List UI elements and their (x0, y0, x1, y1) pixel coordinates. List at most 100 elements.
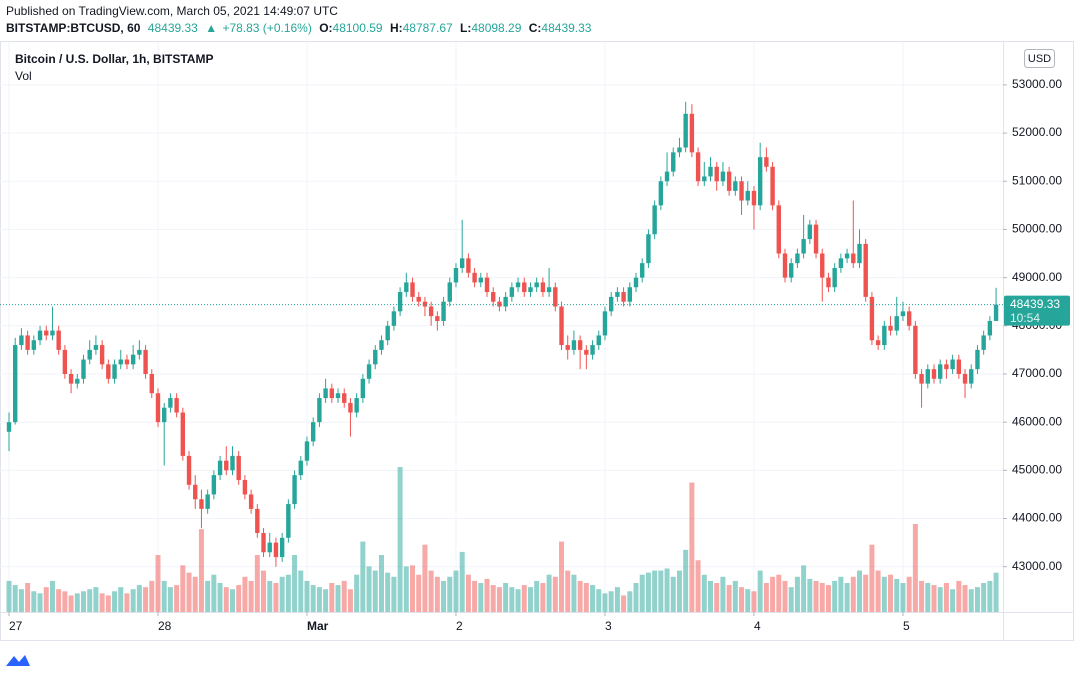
volume-bar (745, 589, 751, 612)
volume-bar (31, 591, 37, 612)
volume-bar (875, 570, 881, 612)
plot: 43000.00 44000.00 45000.00 46000.00 47000.00… (0, 42, 1070, 633)
candle-body (894, 316, 899, 331)
candle-body (627, 287, 632, 302)
candle-body (584, 349, 589, 355)
volume-bar (515, 589, 521, 612)
volume-bar (416, 574, 422, 612)
volume-bar (981, 583, 987, 612)
candle-body (900, 311, 906, 317)
volume-bar (459, 551, 465, 612)
volume-bar (87, 589, 93, 612)
candle-body (546, 287, 552, 293)
volume-bar (801, 565, 807, 612)
candle-body (689, 113, 695, 153)
candle-body (255, 508, 260, 533)
currency[interactable]: USD (1028, 53, 1051, 65)
volume-bar (856, 570, 862, 612)
candle-body (962, 373, 968, 384)
x-tick-label: 2 (456, 619, 463, 633)
candle-body (261, 532, 266, 553)
candle-body (180, 412, 186, 456)
volume-bar (80, 591, 86, 612)
volume-bar (676, 570, 682, 612)
volume-bar (273, 583, 279, 612)
y-tick-label: 53000.00 (1012, 77, 1062, 91)
chart-title: Bitcoin / U.S. Dollar, 1h, BITSTAMP (15, 52, 213, 66)
volume-bar (43, 587, 49, 612)
candle-body (298, 460, 303, 476)
y-tick-label: 49000.00 (1012, 270, 1062, 284)
volume-bar (366, 566, 372, 612)
candle-body (379, 340, 384, 350)
candle-body (807, 224, 813, 240)
volume-bar (708, 580, 714, 612)
volume-bar (37, 593, 43, 612)
volume-bar (99, 593, 105, 612)
volume-bar (136, 585, 142, 612)
candle-body (993, 304, 999, 321)
volume-bar (447, 576, 453, 612)
volume-bar (18, 589, 24, 612)
candle-body (733, 181, 738, 191)
candle-body (130, 354, 136, 365)
candle-body (242, 479, 248, 495)
candle-body (782, 253, 788, 278)
volume-bar (180, 565, 186, 612)
candle-body (602, 311, 608, 336)
volume-bar (12, 585, 18, 612)
candle-body (478, 277, 484, 283)
candle-body (13, 345, 18, 423)
volume-bar (372, 570, 378, 612)
volume-bar (68, 595, 74, 612)
candle-body (789, 263, 794, 278)
candle-body (447, 282, 452, 302)
volume-bar (335, 585, 341, 612)
volume-bar (310, 585, 316, 612)
x-tick-label: 5 (903, 619, 910, 633)
volume-bar (217, 583, 223, 612)
y-tick-label: 44000.00 (1012, 511, 1062, 525)
candle-body (199, 499, 204, 509)
y-tick-label: 52000.00 (1012, 125, 1062, 139)
volume-bar (602, 593, 608, 612)
volume-bar (167, 587, 173, 612)
volume-bar (521, 585, 527, 612)
candle-body (441, 301, 446, 321)
ohlc-value: 48787.67 (403, 21, 453, 35)
volume-bar (962, 585, 968, 612)
x-tick-label: 27 (9, 619, 23, 633)
candle-body (671, 152, 676, 172)
candle-body (366, 364, 372, 379)
volume-bar (534, 580, 540, 612)
volume-bar (844, 583, 850, 612)
currency-box[interactable] (1024, 49, 1055, 68)
candle-body (590, 345, 595, 355)
candle-body (397, 292, 403, 312)
volume-bar (751, 591, 757, 612)
volume-bar (155, 555, 161, 612)
volume-bar (869, 544, 875, 612)
volume-bar (118, 587, 124, 612)
last-price: 48439.33 (148, 21, 198, 35)
symbol-header: BITSTAMP:BTCUSD, 60 48439.33 ▲ +78.83 (+… (6, 21, 592, 35)
symbol: BITSTAMP:BTCUSD, 60 (6, 21, 141, 35)
last-price-label: 48439.33 (1010, 297, 1060, 311)
candle-body (155, 393, 161, 423)
volume-bar (279, 576, 285, 612)
candle-body (267, 542, 272, 553)
candle-body (174, 398, 179, 413)
candle-body (652, 205, 657, 235)
ohlc-value: 48439.33 (541, 21, 591, 35)
volume-bar (832, 580, 838, 612)
candle-body (509, 287, 515, 297)
volume-bar (285, 574, 291, 612)
candle-body (335, 393, 341, 399)
candle-body (820, 253, 825, 278)
candle-body (56, 330, 61, 350)
volume-label: Vol (15, 69, 32, 83)
candle-body (720, 171, 726, 182)
candle-body (410, 282, 415, 297)
volume-bar (863, 574, 869, 612)
candle-body (577, 340, 583, 350)
